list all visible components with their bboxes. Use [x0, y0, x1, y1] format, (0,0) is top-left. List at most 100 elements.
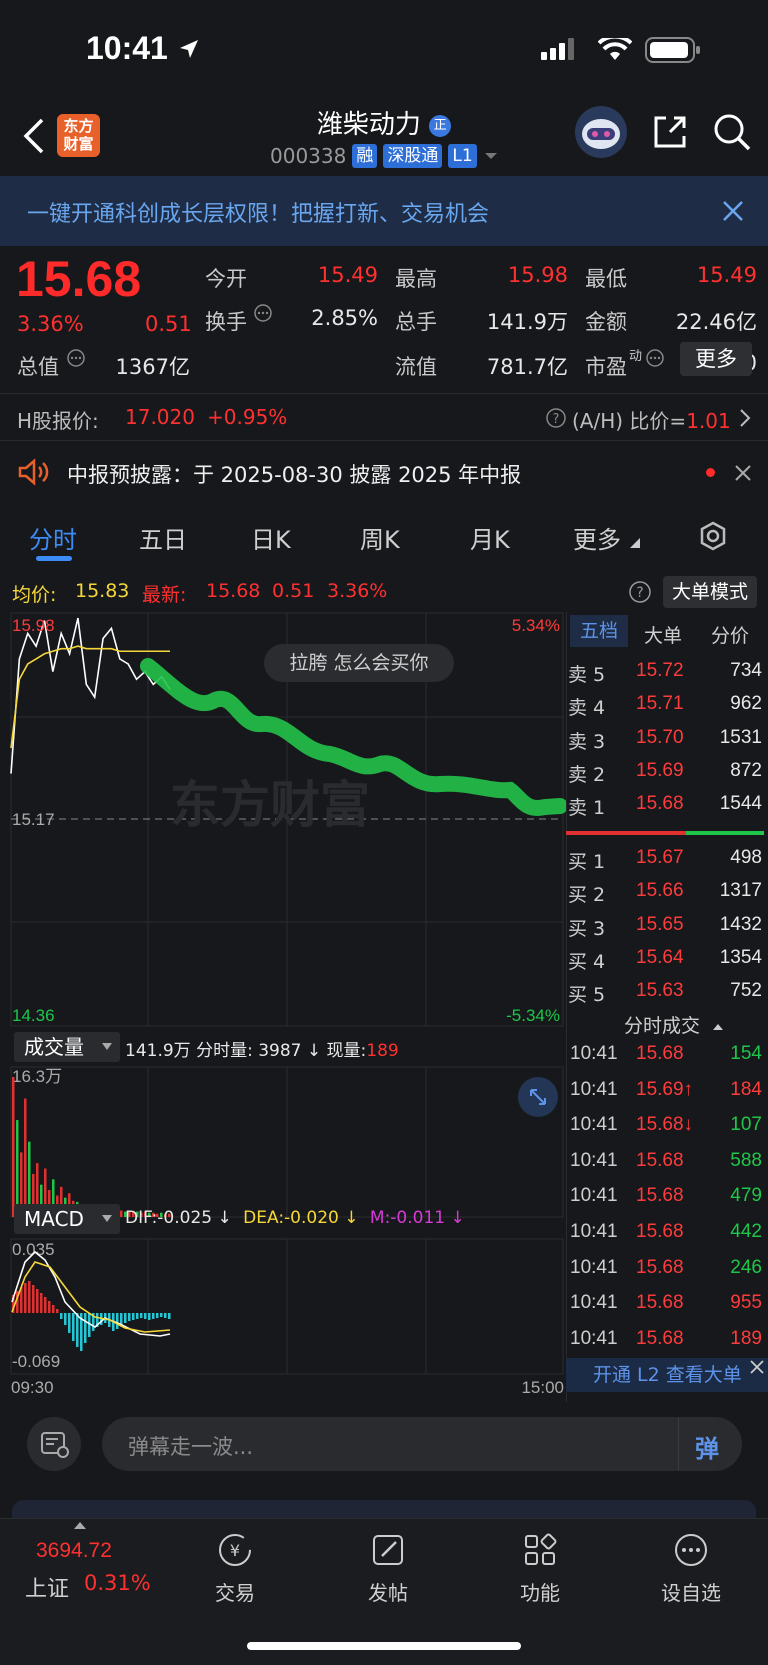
- dropdown-caret-icon[interactable]: [483, 150, 499, 162]
- tab-intraday[interactable]: 分时: [29, 526, 77, 554]
- macd-histogram-bar: [164, 1313, 167, 1318]
- ticks-title[interactable]: 分时成交: [624, 1011, 724, 1038]
- expand-button[interactable]: [518, 1077, 558, 1117]
- danmaku-bar: 弹幕走一波... 弹: [0, 1402, 768, 1486]
- last-price: 15.68: [16, 251, 142, 307]
- hk-change: +0.95%: [207, 405, 288, 429]
- hk-quote-row[interactable]: H股报价: 17.020 +0.95% ? (A/H) 比价=1.01: [0, 393, 768, 441]
- watermark: 东方财富: [170, 776, 370, 834]
- ask-row[interactable]: 卖 4 15.71 962: [566, 693, 764, 726]
- volume-indicator-label: 成交量: [24, 1035, 84, 1059]
- tick-price: 15.68: [636, 1327, 684, 1349]
- macd-histogram-bar: [80, 1313, 83, 1351]
- tick-row: 10:41 15.68↓ 107: [566, 1114, 764, 1149]
- ask-row-qty: 1531: [719, 726, 762, 748]
- eastmoney-logo: 东方 财富: [57, 114, 100, 157]
- unread-dot: [706, 468, 715, 477]
- latest-change: 0.51: [272, 580, 315, 602]
- ask-row-price: 15.72: [636, 660, 684, 681]
- tab-monthly-k[interactable]: 月K: [470, 526, 510, 554]
- bid-row[interactable]: 买 3 15.65 1432: [566, 914, 764, 947]
- quote-field-value: 141.9万: [486, 310, 568, 334]
- back-chevron-icon[interactable]: [22, 118, 46, 154]
- bid-row-price: 15.66: [636, 880, 684, 902]
- stock-code-row: 000338 融 深股通 L1: [270, 143, 499, 169]
- caret-icon: [630, 538, 640, 548]
- help-icon[interactable]: ?: [628, 580, 652, 604]
- help-icon[interactable]: ?: [545, 407, 567, 429]
- close-icon[interactable]: [722, 200, 744, 222]
- quote-field-label: 流值: [395, 355, 437, 379]
- danmaku-settings-button[interactable]: [27, 1417, 81, 1471]
- drawer-handle[interactable]: [12, 1500, 756, 1518]
- tick-row: 10:41 15.68 246: [566, 1257, 764, 1292]
- latest-value: 15.68: [206, 580, 261, 602]
- ask-row-label: 卖 1: [568, 797, 606, 820]
- caret-up-icon: [713, 1024, 724, 1030]
- chevron-right-icon[interactable]: [738, 408, 752, 428]
- volume-stats: 141.9万 分时量: 3987 ↓ 现量:189: [125, 1036, 399, 1061]
- tick-price: 15.68: [636, 1149, 684, 1171]
- bid-row[interactable]: 买 5 15.63 752: [566, 980, 764, 1013]
- bid-row[interactable]: 买 1 15.67 498: [566, 847, 764, 880]
- assistant-avatar[interactable]: [575, 106, 627, 158]
- intraday-chart[interactable]: 东方财富 15.98 5.34% 15.17 14.36 -5.34% 16.3万 0.03…: [0, 612, 566, 1402]
- tab-weekly-k[interactable]: 周K: [360, 526, 400, 554]
- ask-row-label: 卖 3: [568, 730, 606, 753]
- search-icon[interactable]: [712, 112, 752, 152]
- info-circle-icon[interactable]: [645, 348, 665, 368]
- macd-histogram-bar: [16, 1291, 19, 1313]
- macd-indicator-select[interactable]: MACD: [14, 1204, 120, 1234]
- close-icon[interactable]: [734, 464, 752, 482]
- banner-text: 一键开通科创成长层权限！把握打新、交易机会: [27, 202, 490, 227]
- bid-row-price: 15.67: [636, 847, 684, 868]
- nav-functions[interactable]: 功能: [485, 1530, 595, 1606]
- tab-more[interactable]: 更多: [573, 526, 621, 554]
- ask-row[interactable]: 卖 5 15.72 734: [566, 660, 764, 693]
- tab-price-distribution[interactable]: 分价: [711, 625, 750, 647]
- nav-add-watchlist[interactable]: 设自选: [636, 1530, 746, 1606]
- ask-row-label: 卖 2: [568, 763, 606, 786]
- notice-row[interactable]: 中报预披露：于 2025-08-30 披露 2025 年中报: [0, 448, 768, 498]
- ask-row[interactable]: 卖 1 15.68 1544: [566, 793, 764, 826]
- promo-banner[interactable]: 一键开通科创成长层权限！把握打新、交易机会: [0, 176, 768, 246]
- nav-post[interactable]: 发帖: [333, 1530, 443, 1606]
- danmaku-send-button[interactable]: 弹: [678, 1417, 742, 1471]
- close-icon[interactable]: [748, 1358, 766, 1376]
- info-circle-icon[interactable]: [253, 303, 273, 323]
- compose-icon: [373, 1535, 403, 1565]
- tab-five-day[interactable]: 五日: [139, 526, 187, 554]
- bid-row[interactable]: 买 4 15.64 1354: [566, 947, 764, 980]
- tick-volume: 107: [730, 1114, 762, 1136]
- bid-row[interactable]: 买 2 15.66 1317: [566, 880, 764, 913]
- volume-indicator-select[interactable]: 成交量: [14, 1032, 120, 1062]
- tick-time: 10:41: [570, 1078, 618, 1100]
- tab-daily-k[interactable]: 日K: [251, 526, 291, 554]
- notice-text: 中报预披露：于 2025-08-30 披露 2025 年中报: [67, 463, 522, 487]
- index-name[interactable]: 上证: [25, 1577, 70, 1602]
- index-pct[interactable]: 0.31%: [84, 1571, 151, 1595]
- more-button[interactable]: 更多: [680, 342, 752, 376]
- ask-row[interactable]: 卖 3 15.70 1531: [566, 727, 764, 760]
- info-circle-icon[interactable]: [66, 348, 86, 368]
- total-value-label: 总值: [17, 355, 59, 379]
- bid-row-qty: 1354: [719, 946, 762, 968]
- active-tab-indicator: [36, 556, 72, 561]
- bid-row-qty: 1317: [719, 880, 762, 902]
- ask-row[interactable]: 卖 2 15.69 872: [566, 760, 764, 793]
- nav-trade[interactable]: ¥ 交易: [180, 1530, 290, 1606]
- gear-icon[interactable]: [697, 520, 729, 552]
- l2-promo[interactable]: 开通 L2 查看大单: [566, 1358, 768, 1392]
- tick-time: 10:41: [570, 1256, 618, 1278]
- bid-row-price: 15.63: [636, 980, 684, 1002]
- latest-pct: 3.36%: [327, 580, 388, 602]
- volume-bar: [40, 1184, 43, 1217]
- total-value: 1367亿: [115, 355, 190, 379]
- tab-five-levels[interactable]: 五档: [570, 615, 628, 647]
- index-value[interactable]: 3694.72: [36, 1539, 112, 1562]
- tab-big-orders[interactable]: 大单: [644, 625, 683, 647]
- danmaku-input[interactable]: 弹幕走一波... 弹: [102, 1417, 742, 1471]
- share-icon[interactable]: [650, 112, 690, 152]
- svg-text:¥: ¥: [230, 1541, 240, 1560]
- big-order-mode-button[interactable]: 大单模式: [663, 576, 757, 608]
